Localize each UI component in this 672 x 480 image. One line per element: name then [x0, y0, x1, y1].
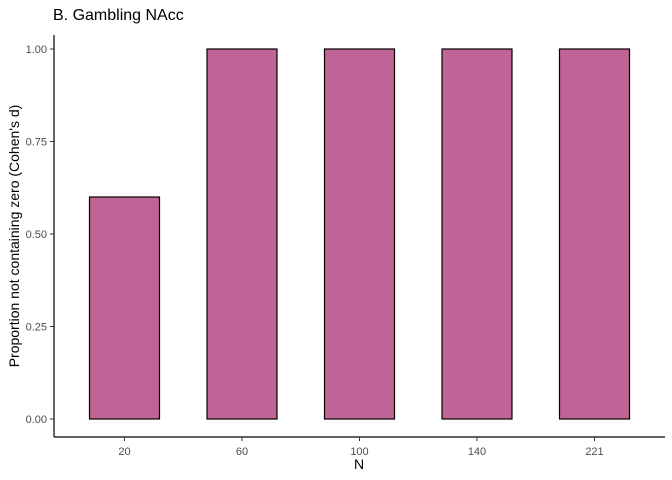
y-tick-label-0.25: 0.25	[26, 322, 47, 334]
x-tick-label-221: 221	[585, 446, 603, 458]
y-tick-label-0.00: 0.00	[26, 414, 47, 426]
bar-100	[323, 48, 396, 420]
x-axis-title: N	[354, 456, 364, 472]
x-tick-label-140: 140	[468, 446, 486, 458]
bar-221	[558, 48, 631, 420]
y-tick-label-0.50: 0.50	[26, 229, 47, 241]
y-axis-title: Proportion not containing zero (Cohen's …	[6, 105, 22, 368]
y-tick-label-1.00: 1.00	[26, 44, 47, 56]
y-tick-label-0.75: 0.75	[26, 137, 47, 149]
bar-60	[206, 48, 278, 420]
x-axis: 20 60 100 140 221	[54, 436, 665, 458]
chart-title: B. Gambling NAcc	[53, 7, 184, 24]
y-axis: 0.00 0.25 0.50 0.75 1.00	[26, 35, 55, 437]
x-tick-label-20: 20	[118, 446, 130, 458]
bar-140	[441, 48, 513, 420]
bars	[88, 48, 631, 420]
x-tick-label-60: 60	[236, 446, 248, 458]
bar-20	[88, 196, 161, 420]
x-tick-label-100: 100	[350, 446, 368, 458]
